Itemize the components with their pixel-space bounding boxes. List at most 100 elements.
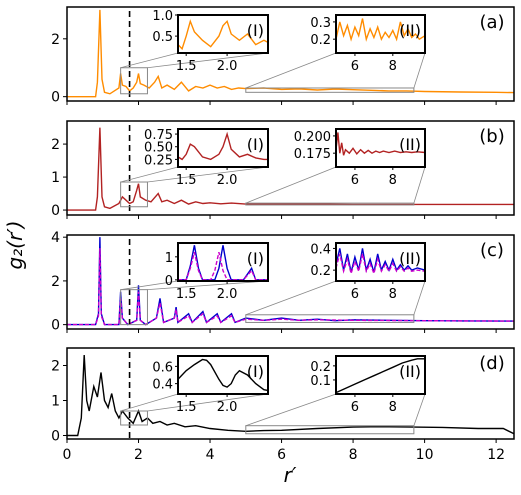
zoom-box-0 [120, 181, 148, 208]
zoom-connector [413, 393, 426, 426]
inset-y-tick-label: 0.2 [310, 360, 331, 375]
inset-y-tick-label: 0.25 [144, 153, 173, 168]
inset-y-tick-label: 0.6 [152, 360, 173, 375]
y-tick-label: 1 [51, 170, 60, 186]
series-line-0 [67, 127, 514, 211]
inset-series-line-0 [178, 19, 268, 51]
inset-0 [175, 242, 269, 284]
inset-series-line-0 [178, 358, 268, 392]
zoom-connector [147, 280, 269, 291]
zoom-box-1 [245, 314, 415, 323]
panel-label: (b) [479, 126, 504, 147]
zoom-connector [413, 280, 426, 315]
panel-frame [66, 120, 515, 216]
y-tick-label: 0 [51, 203, 60, 219]
series-line-0 [67, 9, 515, 98]
zoom-connector [120, 166, 179, 183]
inset-1 [333, 14, 426, 56]
inset-y-tick-label: 0.175 [294, 147, 331, 162]
y-tick-label: 1 [51, 394, 60, 410]
panel-label: (d) [479, 353, 504, 374]
x-tick-label: 2 [134, 447, 143, 463]
inset-frame [335, 14, 426, 54]
zoom-connector [413, 166, 426, 204]
zoom-connector [413, 52, 426, 89]
inset-series-line-0 [178, 131, 268, 161]
y-tick-label: 0 [51, 429, 60, 445]
zoom-connector [120, 280, 179, 291]
zoom-connector [245, 166, 337, 204]
inset-label: (II) [399, 249, 421, 268]
y-axis-label: g₂(r′) [3, 220, 27, 269]
inset-frame [177, 242, 269, 282]
inset-y-tick-label: 1 [165, 251, 173, 266]
inset-frame [335, 355, 426, 395]
panel-0 [63, 6, 515, 105]
inset-x-tick-label: 8 [389, 173, 397, 188]
zoom-box-1 [245, 425, 415, 435]
zoom-connector [245, 393, 337, 427]
inset-frame [177, 128, 269, 168]
inset-label: (I) [247, 21, 264, 40]
zoom-connector [147, 52, 269, 69]
inset-y-tick-label: 0.50 [144, 141, 173, 156]
zoom-connector [120, 393, 179, 412]
series-line-1 [67, 248, 515, 326]
inset-label: (II) [399, 362, 421, 381]
inset-y-tick-label: 0.3 [310, 16, 331, 31]
inset-y-tick-label: 0.1 [310, 374, 331, 389]
inset-series-line-0 [336, 358, 425, 394]
inset-series-line-0 [336, 18, 425, 42]
zoom-connector [147, 166, 269, 183]
inset-0 [175, 14, 269, 56]
inset-series-line-1 [336, 253, 425, 276]
inset-y-tick-label: 0 [165, 274, 173, 289]
inset-x-tick-label: 8 [389, 400, 397, 415]
inset-frame [177, 355, 269, 395]
inset-x-tick-label: 1.5 [176, 173, 197, 188]
inset-label: (I) [247, 362, 264, 381]
inset-1 [333, 128, 426, 170]
inset-label: (II) [399, 21, 421, 40]
inset-frame [335, 128, 426, 168]
series-line-0 [67, 237, 515, 326]
inset-y-tick-label: 0.4 [152, 378, 173, 393]
x-tick-label: 0 [63, 447, 72, 463]
inset-1 [333, 355, 426, 397]
inset-x-tick-label: 2.0 [217, 59, 238, 74]
inset-label: (I) [247, 249, 264, 268]
x-tick-label: 6 [277, 447, 286, 463]
panel-1 [63, 120, 515, 219]
x-tick-label: 12 [487, 447, 505, 463]
inset-series-line-0 [178, 245, 268, 281]
series-line-0 [67, 354, 515, 437]
x-tick-label: 4 [206, 447, 215, 463]
panel-frame [66, 234, 515, 330]
zoom-connector [245, 52, 337, 89]
panel-label: (a) [479, 12, 504, 33]
inset-series-line-0 [336, 248, 425, 273]
y-tick-label: 2 [51, 32, 60, 48]
inset-x-tick-label: 1.5 [176, 400, 197, 415]
y-tick-label: 0 [51, 318, 60, 334]
zoom-box-0 [120, 67, 148, 95]
panel-label: (c) [480, 240, 504, 261]
panel-frame [66, 347, 515, 440]
inset-y-tick-label: 0.2 [310, 264, 331, 279]
inset-y-tick-label: 0.2 [310, 33, 331, 48]
y-tick-label: 2 [51, 359, 60, 375]
y-tick-label: 4 [51, 230, 60, 246]
inset-y-tick-label: 0.200 [294, 130, 331, 145]
x-tick-label: 10 [416, 447, 434, 463]
inset-background [336, 356, 425, 394]
y-tick-label: 2 [51, 137, 60, 153]
zoom-box-1 [245, 87, 415, 93]
inset-series-line-0 [336, 132, 425, 156]
inset-series-line-1 [178, 252, 268, 281]
x-axis-label: r′ [284, 463, 297, 487]
zoom-connector [147, 393, 269, 412]
inset-x-tick-label: 2.0 [217, 173, 238, 188]
inset-background [336, 243, 425, 281]
inset-x-tick-label: 2.0 [217, 287, 238, 302]
